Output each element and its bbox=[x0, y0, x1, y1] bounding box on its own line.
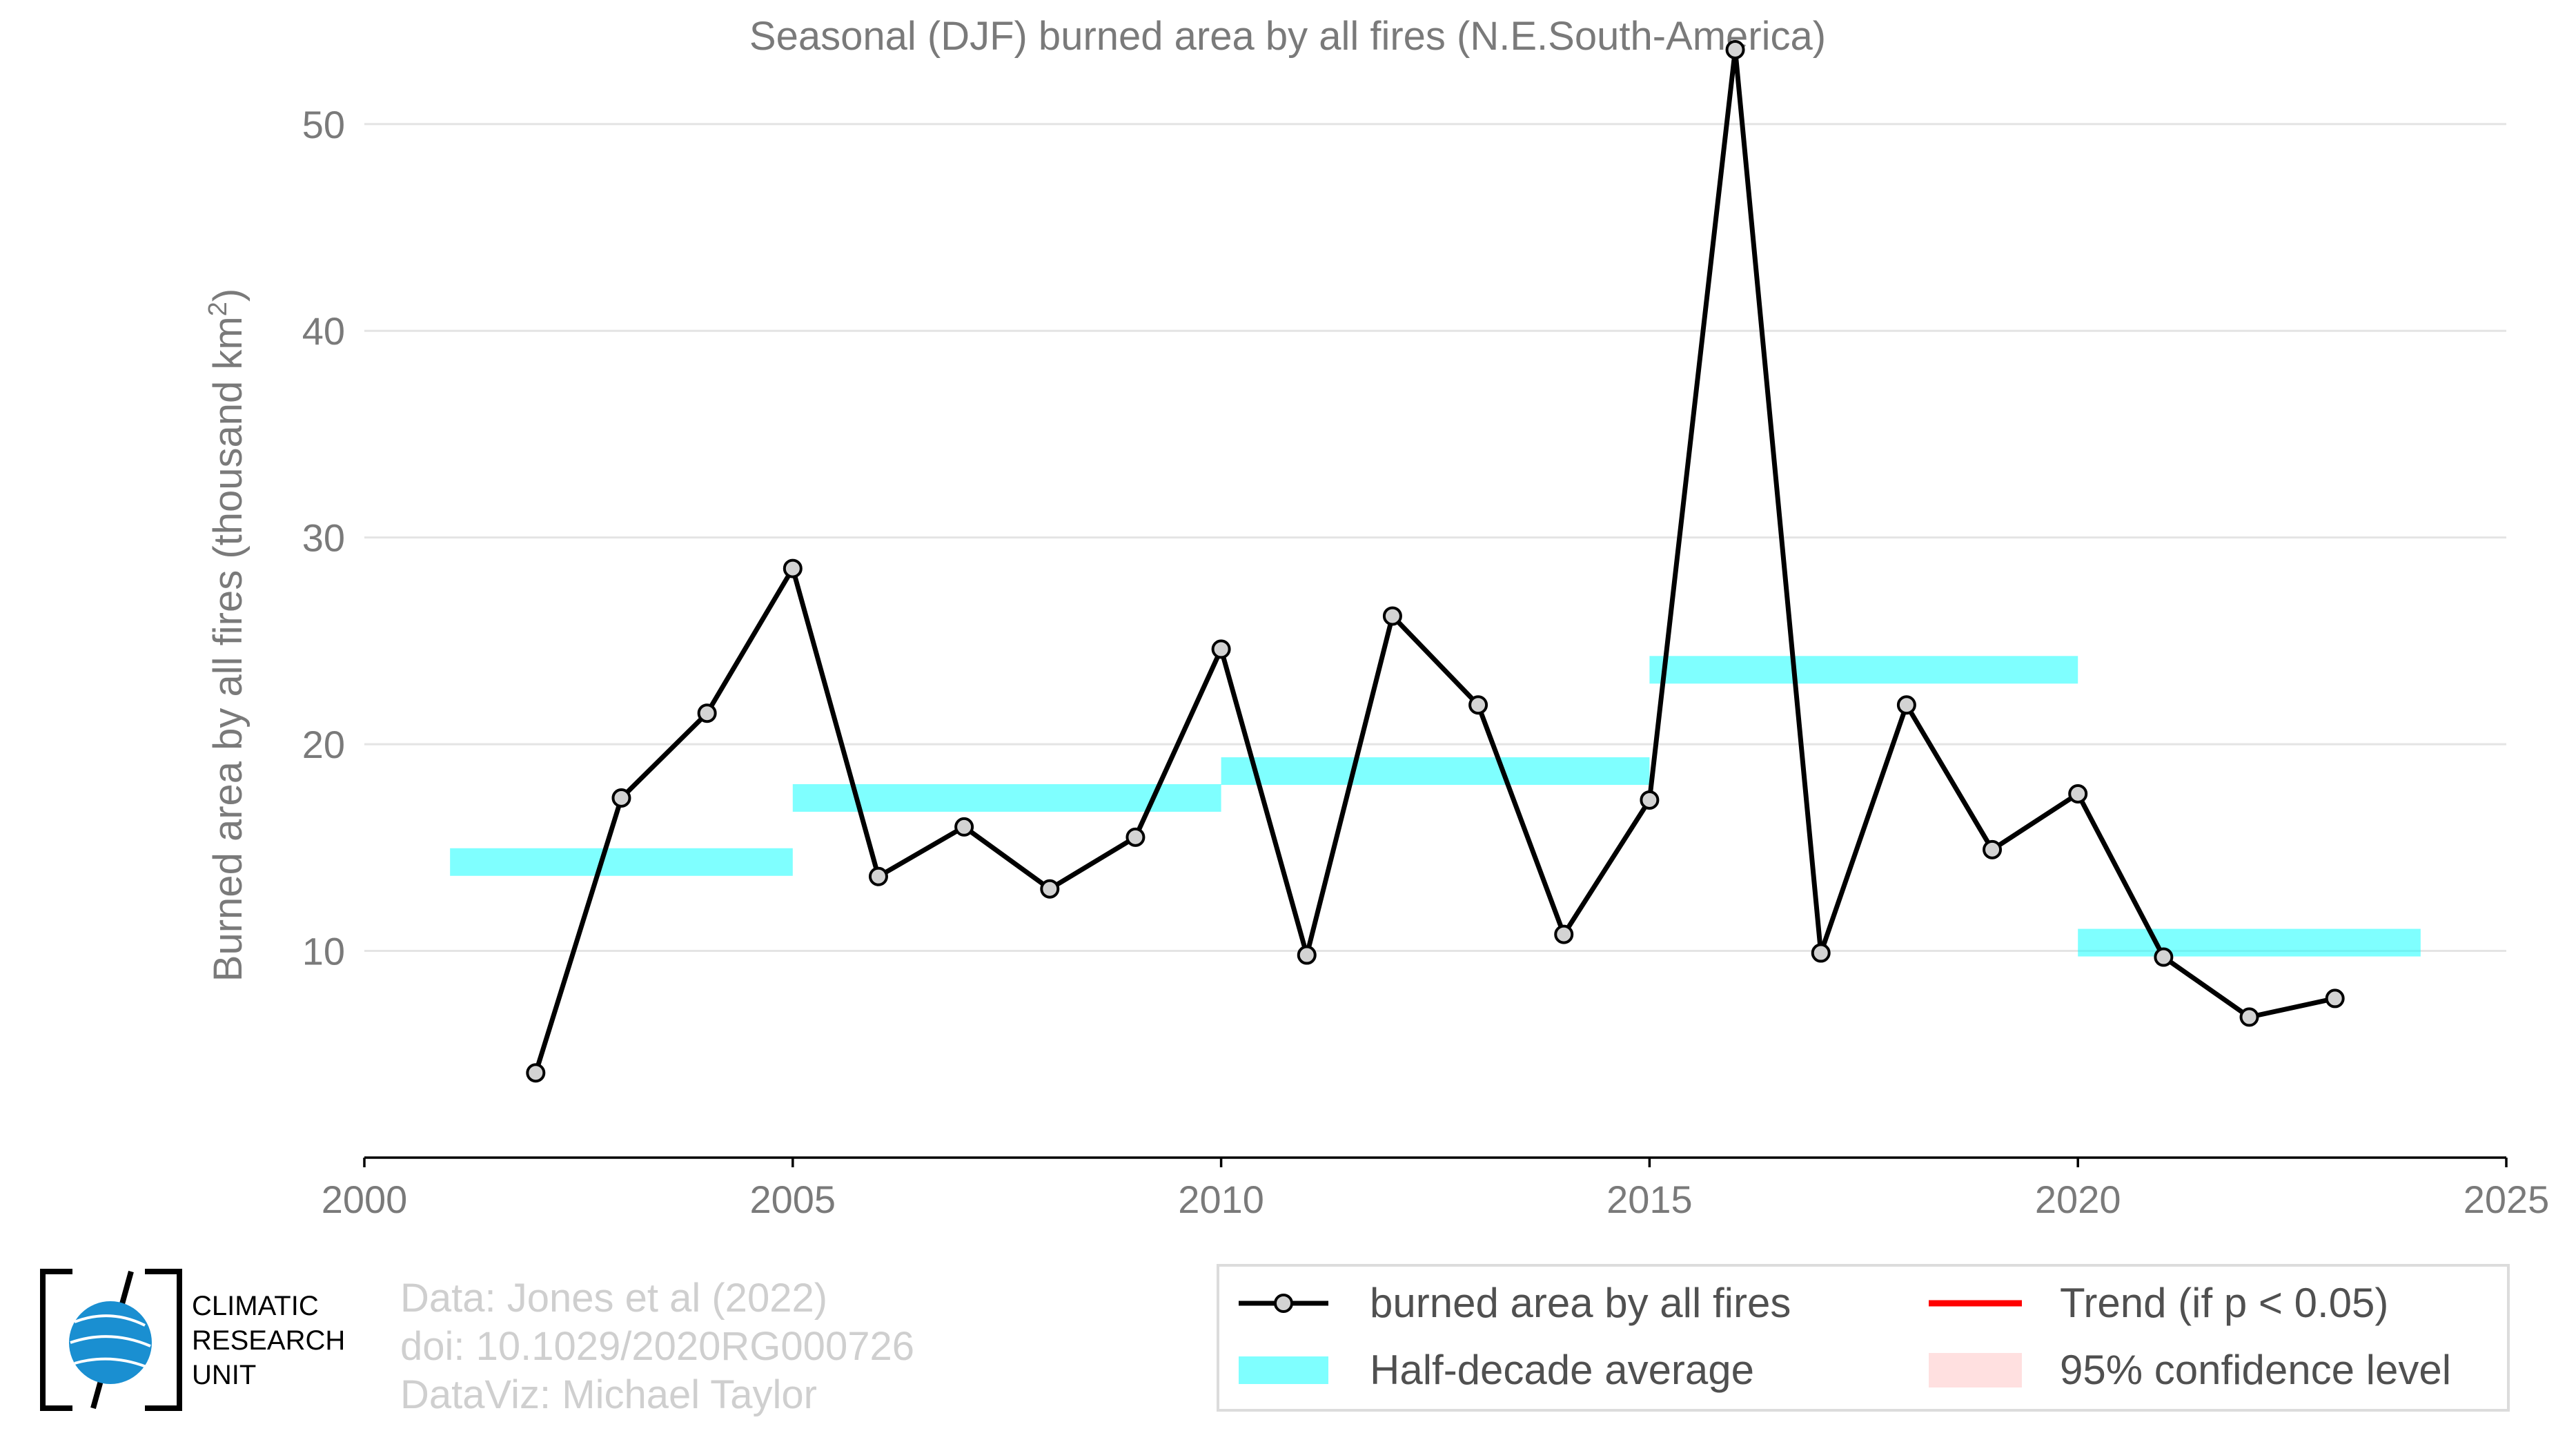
data-point bbox=[1983, 839, 2003, 859]
grid bbox=[364, 123, 2506, 953]
logo-bracket-left bbox=[40, 1269, 72, 1411]
y-tick-label: 10 bbox=[302, 930, 345, 973]
data-point bbox=[783, 558, 803, 578]
x-tick-label: 2020 bbox=[2035, 1178, 2121, 1221]
credit-doi: doi: 10.1029/2020RG000726 bbox=[400, 1324, 914, 1369]
logo-text-3: UNIT bbox=[192, 1360, 256, 1390]
data-point bbox=[1811, 943, 1831, 963]
data-point bbox=[2239, 1007, 2259, 1027]
data-point bbox=[2068, 783, 2088, 804]
data-point bbox=[954, 817, 974, 837]
legend-label-series: burned area by all fires bbox=[1370, 1280, 1791, 1326]
y-axis-label-close: ) bbox=[206, 289, 250, 302]
y-tick-labels: 10 20 30 40 50 bbox=[302, 103, 345, 973]
half-decade-bands bbox=[450, 656, 2421, 957]
series-line bbox=[533, 47, 2336, 1074]
data-point bbox=[526, 1063, 546, 1083]
data-point bbox=[1125, 827, 1146, 847]
logo-text-1: CLIMATIC bbox=[192, 1291, 319, 1321]
cru-logo: CLIMATIC RESEARCH UNIT bbox=[40, 1269, 345, 1411]
half-decade-band bbox=[450, 848, 793, 876]
data-point bbox=[2154, 947, 2174, 967]
chart-title: Seasonal (DJF) burned area by all fires … bbox=[749, 14, 1826, 59]
y-tick-label: 30 bbox=[302, 516, 345, 560]
x-tick-labels: 2000 2005 2010 2015 2020 2025 bbox=[322, 1158, 2550, 1221]
globe-lines bbox=[70, 1314, 151, 1368]
y-axis-label: Burned area by all fires (thousand km2) bbox=[204, 289, 250, 982]
x-tick-label: 2025 bbox=[2464, 1178, 2550, 1221]
x-tick-label: 2010 bbox=[1178, 1178, 1264, 1221]
legend-label-average: Half-decade average bbox=[1370, 1347, 1754, 1393]
series-burned-area bbox=[526, 39, 2345, 1083]
data-point bbox=[1725, 39, 1745, 59]
legend: burned area by all fires Trend (if p < 0… bbox=[1217, 1264, 2510, 1412]
y-axis-label-main: Burned area by all fires (thousand km bbox=[206, 316, 250, 982]
data-point bbox=[697, 703, 717, 723]
legend-band-average bbox=[1239, 1356, 1328, 1384]
x-tick-label: 2000 bbox=[322, 1178, 408, 1221]
x-tick-label: 2005 bbox=[750, 1178, 836, 1221]
data-point bbox=[1554, 924, 1574, 944]
data-point bbox=[1382, 606, 1402, 626]
legend-label-trend: Trend (if p < 0.05) bbox=[2060, 1280, 2388, 1326]
y-tick-label: 20 bbox=[302, 723, 345, 766]
credit-data: Data: Jones et al (2022) bbox=[400, 1276, 827, 1321]
data-point bbox=[2325, 989, 2345, 1009]
y-tick-label: 40 bbox=[302, 309, 345, 353]
legend-patch-confidence bbox=[1929, 1353, 2022, 1387]
logo-bracket-right bbox=[145, 1269, 182, 1411]
data-point bbox=[1297, 945, 1317, 965]
data-point bbox=[868, 866, 888, 886]
data-point bbox=[1640, 790, 1660, 810]
legend-box bbox=[1217, 1264, 2510, 1412]
half-decade-band bbox=[2078, 928, 2421, 957]
data-point bbox=[1896, 695, 1916, 715]
legend-label-confidence: 95% confidence level bbox=[2060, 1347, 2451, 1393]
data-point bbox=[1468, 695, 1488, 715]
credit-dataviz: DataViz: Michael Taylor bbox=[400, 1372, 817, 1417]
legend-marker-series bbox=[1274, 1294, 1293, 1313]
half-decade-band bbox=[1221, 757, 1650, 786]
x-tick-label: 2015 bbox=[1606, 1178, 1693, 1221]
data-point bbox=[1211, 639, 1231, 659]
half-decade-band bbox=[1649, 656, 2078, 684]
data-point bbox=[1040, 879, 1060, 899]
logo-text-2: RESEARCH bbox=[192, 1325, 345, 1356]
y-tick-label: 50 bbox=[302, 103, 345, 146]
y-axis-label-superscript: 2 bbox=[204, 302, 233, 316]
data-point bbox=[611, 788, 631, 808]
